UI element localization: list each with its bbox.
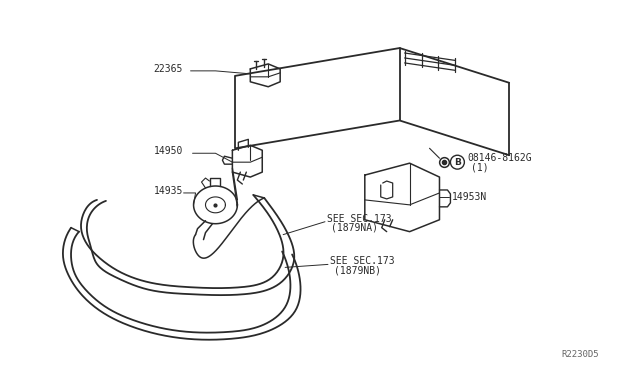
Text: 08146-8162G: 08146-8162G bbox=[467, 153, 532, 163]
Text: (1879NA): (1879NA) bbox=[331, 223, 378, 233]
Text: 22365: 22365 bbox=[154, 64, 183, 74]
Text: SEE SEC.173: SEE SEC.173 bbox=[330, 256, 395, 266]
Text: 14953N: 14953N bbox=[451, 192, 486, 202]
Text: B: B bbox=[454, 158, 461, 167]
Text: 14935: 14935 bbox=[154, 186, 183, 196]
Text: (1879NB): (1879NB) bbox=[334, 265, 381, 275]
Text: R2230D5: R2230D5 bbox=[561, 350, 599, 359]
Text: SEE SEC.173: SEE SEC.173 bbox=[327, 214, 392, 224]
Text: 14950: 14950 bbox=[154, 146, 183, 156]
Text: (1): (1) bbox=[471, 162, 489, 172]
